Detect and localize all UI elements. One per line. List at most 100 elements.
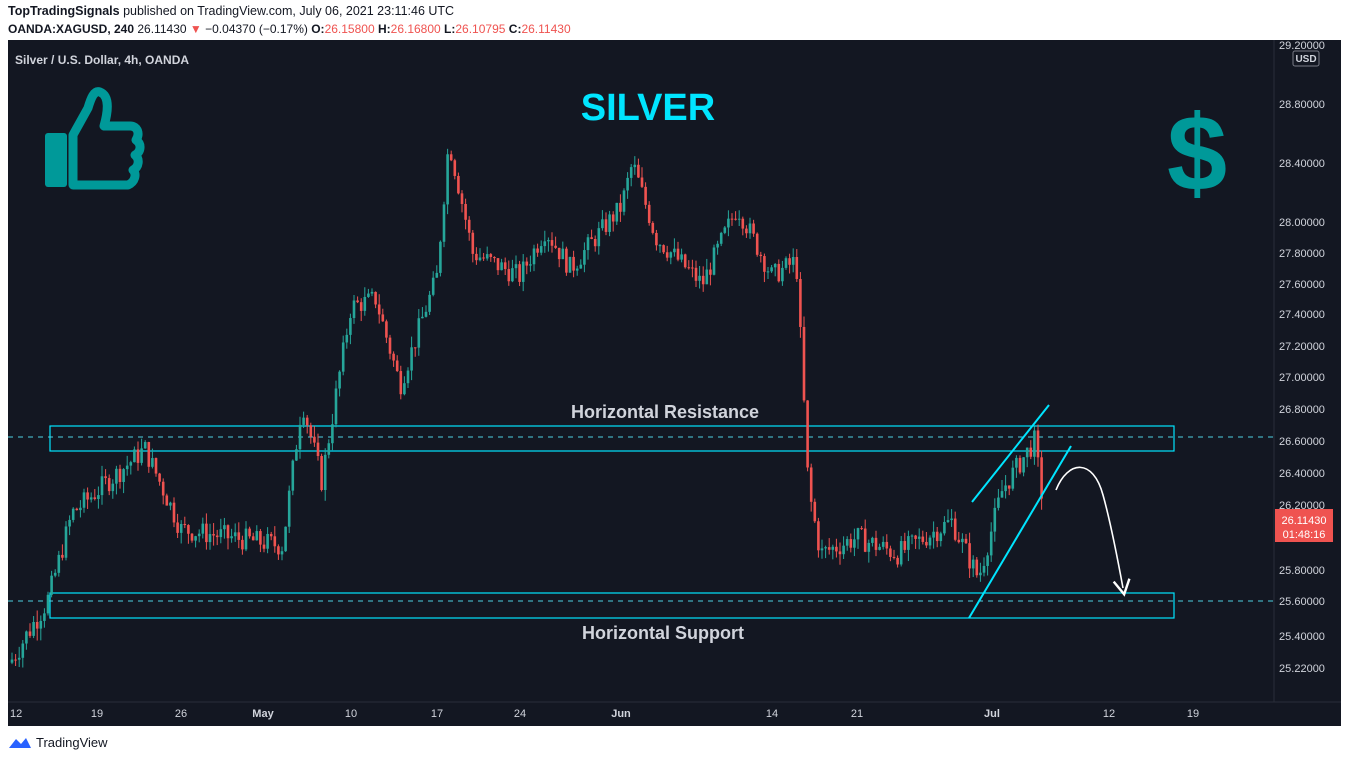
candle-body xyxy=(10,659,14,663)
support-label: Horizontal Support xyxy=(582,623,744,643)
candle-body xyxy=(107,478,111,492)
candle-body xyxy=(413,347,417,349)
current-price-tag xyxy=(1275,509,1333,542)
price-tick-label: 27.00000 xyxy=(1279,372,1325,384)
candle-body xyxy=(637,164,640,178)
candle-body xyxy=(601,219,604,229)
candle-body xyxy=(521,261,525,282)
candle-body xyxy=(244,528,248,550)
candle-body xyxy=(536,248,539,253)
candle-body xyxy=(359,302,363,311)
channel-lower-line[interactable] xyxy=(968,445,1072,619)
support-zone[interactable] xyxy=(49,592,1175,619)
candle-body xyxy=(640,177,644,187)
candle-body xyxy=(86,492,89,500)
candle-body xyxy=(460,193,464,204)
candle-body xyxy=(421,316,424,319)
time-tick-label: Jun xyxy=(611,708,631,720)
chart-panel[interactable]: Silver / U.S. Dollar, 4h, OANDA SILVER H… xyxy=(8,40,1341,726)
candle-body xyxy=(982,565,986,573)
candle-body xyxy=(61,554,64,558)
candle-body xyxy=(885,541,889,549)
candle-body xyxy=(410,347,413,371)
currency-badge[interactable] xyxy=(1292,50,1320,67)
candle-body xyxy=(323,454,327,490)
candle-body xyxy=(446,154,449,205)
candle-body xyxy=(547,240,550,242)
candle-body xyxy=(716,243,719,248)
price-tick-label: 26.60000 xyxy=(1279,436,1325,448)
tradingview-logo-icon[interactable] xyxy=(8,736,32,750)
candle-body xyxy=(845,539,849,546)
candle-body xyxy=(449,154,453,161)
candle-body xyxy=(622,190,626,212)
price-axis[interactable]: 29.20000 28.80000 28.40000 28.00000 27.80000… xyxy=(1279,40,1325,675)
candle-body xyxy=(129,462,133,466)
candle-body xyxy=(802,326,806,401)
candle-body xyxy=(1036,430,1040,458)
candle-body xyxy=(1022,457,1025,473)
candle-body xyxy=(284,526,287,552)
candle-body xyxy=(572,256,575,271)
price-tick-label: 25.60000 xyxy=(1279,596,1325,608)
candle-body xyxy=(50,575,53,595)
candle-body xyxy=(431,277,435,295)
price-chart[interactable]: Silver / U.S. Dollar, 4h, OANDA SILVER H… xyxy=(8,40,1341,726)
thumbs-up-icon xyxy=(45,87,145,190)
publisher-name[interactable]: TopTradingSignals xyxy=(8,4,120,18)
candle-body xyxy=(133,449,136,463)
candle-body xyxy=(781,267,784,282)
candle-body xyxy=(277,546,280,555)
low-label: L: xyxy=(444,22,456,36)
candle-body xyxy=(673,248,676,253)
resistance-zone[interactable] xyxy=(49,425,1175,452)
candle-body xyxy=(79,507,82,511)
candle-body xyxy=(647,204,651,223)
footer-brand[interactable]: TradingView xyxy=(36,735,108,750)
projection-arrow[interactable] xyxy=(1055,466,1131,597)
candle-body xyxy=(295,449,298,461)
candle-body xyxy=(694,267,698,281)
price-tick-label: 26.40000 xyxy=(1279,468,1325,480)
candle-body xyxy=(608,214,611,232)
candle-body xyxy=(824,547,827,549)
candle-body xyxy=(14,659,17,661)
candle-body xyxy=(568,256,572,273)
symbol-label[interactable]: OANDA:XAGUSD, 240 xyxy=(8,22,135,36)
candle-body xyxy=(118,468,122,483)
candle-body xyxy=(946,520,950,522)
price-tick-label: 28.40000 xyxy=(1279,158,1325,170)
candle-body xyxy=(17,657,21,660)
candle-body xyxy=(467,219,471,233)
candle-body xyxy=(863,528,867,552)
candle-body xyxy=(237,532,241,540)
candle-body xyxy=(709,269,712,275)
candle-body xyxy=(43,613,46,621)
candle-body xyxy=(655,232,658,246)
candle-body xyxy=(701,275,705,285)
publish-info: TopTradingSignals published on TradingVi… xyxy=(8,4,454,19)
candle-body xyxy=(233,532,237,537)
channel-upper-line[interactable] xyxy=(971,404,1050,503)
candle-body xyxy=(194,536,197,541)
candle-body xyxy=(93,497,97,499)
candle-body xyxy=(251,536,255,541)
high-label: H: xyxy=(377,22,391,36)
symbol-info: OANDA:XAGUSD, 240 26.11430 ▼ −0.04370 (−… xyxy=(8,22,571,37)
candle-body xyxy=(471,232,475,254)
price-tick-label: 27.60000 xyxy=(1279,279,1325,291)
candle-body xyxy=(860,528,863,530)
candle-body xyxy=(169,502,172,506)
candle-body xyxy=(1004,485,1007,492)
candle-body xyxy=(417,318,421,348)
high-value: 26.16800 xyxy=(390,22,441,36)
candle-body xyxy=(392,353,395,361)
candle-body xyxy=(557,247,561,260)
time-axis[interactable]: 12 19 26 May 10 17 24 Jun 14 21 Jul 12 19 xyxy=(10,708,1199,720)
candle-body xyxy=(529,264,532,266)
candle-body xyxy=(687,267,691,269)
candle-body xyxy=(759,254,763,257)
candle-body xyxy=(406,370,410,384)
candle-body xyxy=(514,264,518,269)
candle-body xyxy=(539,246,543,253)
